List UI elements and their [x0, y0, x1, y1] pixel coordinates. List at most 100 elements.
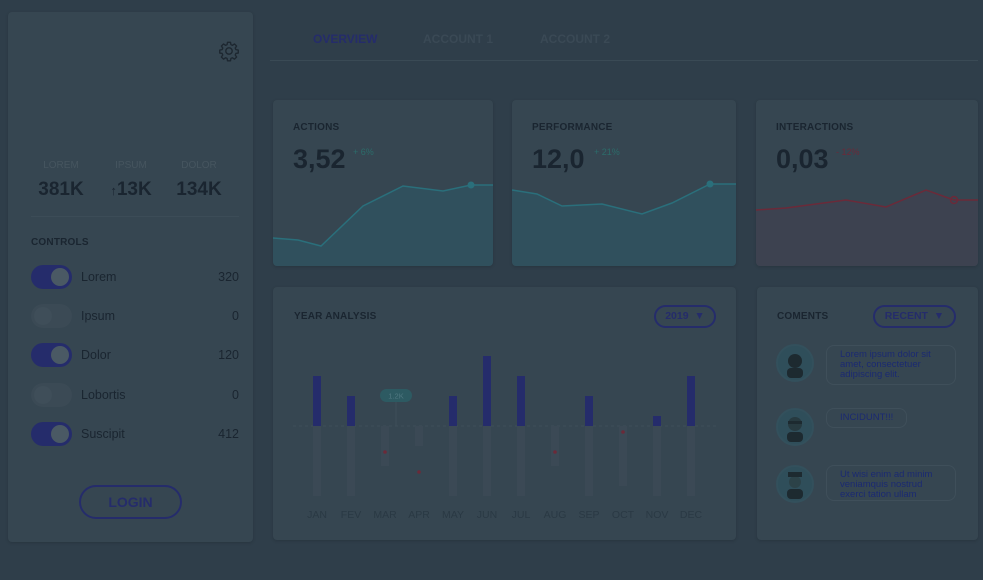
sparkline-marker	[949, 195, 959, 205]
control-value: 412	[218, 427, 239, 441]
recent-filter[interactable]: RECENT ▼	[873, 305, 956, 328]
bar-down	[483, 426, 491, 496]
metric-card-actions: ACTIONS 3,52 + 6%	[273, 100, 493, 266]
toggle-knob	[51, 268, 69, 286]
avatar[interactable]	[776, 408, 814, 446]
control-value: 320	[218, 270, 239, 284]
toggle-switch[interactable]	[31, 383, 72, 407]
sparkline	[512, 180, 736, 266]
stat-value: ↑13K	[110, 179, 152, 200]
control-label: Lobortis	[81, 388, 126, 402]
tab-overview[interactable]: OVERVIEW	[313, 32, 378, 46]
metric-card-interactions: INTERACTIONS 0,03 - 12%	[756, 100, 978, 266]
sparkline	[756, 189, 978, 266]
sidebar: LOREM 381K IPSUM ↑13K DOLOR 134K CONTROL…	[8, 12, 253, 542]
bar-up	[449, 396, 457, 426]
bar-down	[585, 426, 593, 496]
avatar[interactable]	[776, 344, 814, 382]
arrow-up-icon: ↑	[110, 183, 117, 198]
month-label: APR	[408, 509, 430, 521]
avatar[interactable]	[776, 465, 814, 503]
month-label: SEP	[578, 509, 599, 521]
control-value: 120	[218, 348, 239, 362]
bar-up	[687, 376, 695, 426]
bar-up	[653, 416, 661, 426]
sparkline-area	[756, 190, 978, 266]
stat-lorem: LOREM 381K	[26, 160, 96, 201]
gear-icon[interactable]	[218, 40, 240, 62]
tooltip-text: 1.2K	[388, 392, 403, 401]
sparkline-line	[756, 189, 978, 211]
control-value: 0	[232, 388, 239, 402]
bar-up	[517, 376, 525, 426]
month-label: JUN	[477, 509, 497, 521]
login-button[interactable]: LOGIN	[79, 485, 182, 519]
year-selector-label: 2019	[665, 310, 689, 322]
sparkline	[273, 181, 493, 266]
metric-value: 3,52	[293, 144, 346, 174]
control-lorem: Lorem 320	[31, 265, 239, 289]
stat-dolor: DOLOR 134K	[164, 160, 234, 201]
bar-down	[517, 426, 525, 496]
metric-delta: + 6%	[353, 147, 374, 157]
bar-down	[415, 426, 423, 446]
sparkline-marker	[467, 181, 475, 189]
bar-marker	[621, 430, 625, 434]
tab-account-2[interactable]: ACCOUNT 2	[540, 32, 611, 46]
month-label: FEV	[341, 509, 361, 521]
year-analysis-card: YEAR ANALYSIS 2019 ▼ JAN FEV MAR APR MAY JUN J…	[273, 287, 736, 540]
toggle-switch[interactable]	[31, 343, 72, 367]
month-label: AUG	[544, 509, 567, 521]
comment-line: Ut wisi enim ad minim	[840, 469, 933, 480]
stat-label: IPSUM	[115, 160, 147, 171]
control-value: 0	[232, 309, 239, 323]
metric-title: INTERACTIONS	[776, 122, 854, 133]
tooltip	[380, 389, 412, 402]
stat-value: 134K	[176, 179, 222, 200]
recent-filter-label: RECENT	[884, 310, 928, 322]
toggle-knob	[51, 346, 69, 364]
comment-line: veniamquis nostrud	[840, 479, 923, 490]
caret-down-icon: ▼	[930, 310, 945, 322]
bar-down	[347, 426, 355, 496]
year-analysis-title: YEAR ANALYSIS	[294, 311, 377, 322]
metric-card-performance: PERFORMANCE 12,0 + 21%	[512, 100, 736, 266]
controls-title: CONTROLS	[31, 237, 89, 248]
month-label: JUL	[512, 509, 531, 521]
toggle-switch[interactable]	[31, 265, 72, 289]
metric-delta: - 12%	[836, 147, 860, 157]
bar-marker	[383, 450, 387, 454]
metric-title: PERFORMANCE	[532, 122, 613, 133]
toggle-knob	[34, 386, 52, 404]
user-avatar-icon	[787, 472, 803, 499]
bar-down	[449, 426, 457, 496]
control-label: Dolor	[81, 348, 111, 362]
control-label: Ipsum	[81, 309, 116, 323]
caret-down-icon: ▼	[691, 310, 705, 322]
metric-value: 12,0	[532, 144, 585, 174]
bar-up	[313, 376, 321, 426]
sparkline-line	[273, 184, 493, 247]
stat-label: LOREM	[43, 160, 79, 171]
bar-down	[687, 426, 695, 496]
sparkline-line	[512, 183, 736, 215]
metric-delta: + 21%	[594, 147, 620, 157]
bar-chart: JAN FEV MAR APR MAY JUN JUL AUG SEP OCT NOV DEC 1.2K	[293, 356, 716, 521]
control-label: Suscipit	[81, 427, 125, 441]
bar-down	[313, 426, 321, 496]
control-dolor: Dolor 120	[31, 343, 239, 367]
toggle-switch[interactable]	[31, 422, 72, 446]
tab-account-1[interactable]: ACCOUNT 1	[423, 32, 494, 46]
month-label: MAR	[373, 509, 397, 521]
toggle-switch[interactable]	[31, 304, 72, 328]
bar-up	[483, 356, 491, 426]
comment-bubble: Lorem ipsum dolor sit amet, consectetuer…	[826, 345, 956, 385]
stat-label: DOLOR	[181, 160, 217, 171]
bar-marker	[553, 450, 557, 454]
control-suscipit: Suscipit 412	[31, 422, 239, 446]
control-ipsum: Ipsum 0	[31, 304, 239, 328]
user-avatar-icon	[787, 417, 803, 442]
comments-title: COMENTS	[777, 311, 829, 322]
bar-up	[585, 396, 593, 426]
year-selector[interactable]: 2019 ▼	[654, 305, 716, 328]
